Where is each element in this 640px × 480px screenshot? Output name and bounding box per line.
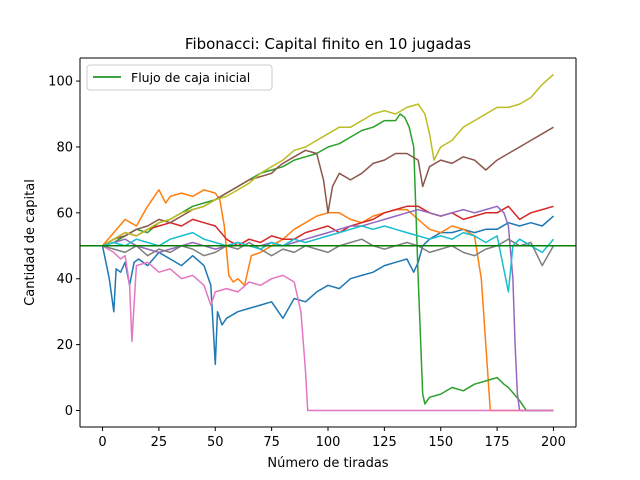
series-line-4: [102, 205, 554, 247]
plot-frame: [79, 57, 577, 428]
x-axis-label: Número de tiradas: [267, 456, 388, 471]
y-tick-label: 40: [56, 272, 73, 287]
y-tick-label: 20: [56, 338, 73, 353]
chart-title: Fibonacci: Capital finito en 10 jugadas: [185, 35, 471, 53]
y-tick-label: 60: [56, 206, 73, 221]
x-tick-label: 200: [541, 435, 566, 450]
x-tick-label: 0: [98, 435, 106, 450]
x-tick-label: 50: [207, 435, 224, 450]
legend: Flujo de caja inicial: [86, 64, 273, 91]
x-tick-label: 75: [263, 435, 280, 450]
y-axis-ticks: 0 20 40 60 80 100: [48, 75, 80, 419]
x-tick-label: 175: [485, 435, 510, 450]
y-tick-label: 100: [48, 75, 73, 90]
series-line-3: [102, 113, 554, 412]
y-axis-label: Cantidad de capital: [23, 179, 38, 306]
x-tick-label: 150: [428, 435, 453, 450]
series-line-9: [102, 73, 554, 247]
y-tick-label: 0: [65, 404, 73, 419]
x-tick-label: 100: [316, 435, 341, 450]
x-axis-ticks: 0 25 50 75 100 125 150 175 200: [98, 427, 566, 450]
plot-area: [80, 58, 576, 427]
x-tick-label: 25: [151, 435, 168, 450]
series-line-7: [102, 245, 554, 412]
y-tick-label: 80: [56, 140, 73, 155]
x-tick-label: 125: [372, 435, 397, 450]
series-line-1: [101, 215, 554, 366]
series-line-10: [102, 225, 555, 293]
legend-label-initial-capital: Flujo de caja inicial: [131, 70, 250, 85]
series-line-8: [102, 238, 555, 267]
legend-box: [86, 64, 273, 91]
series-line-6: [102, 126, 554, 247]
